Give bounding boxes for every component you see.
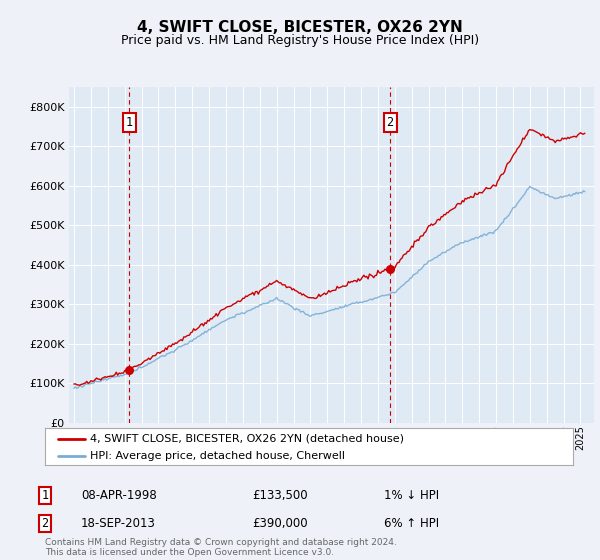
Text: 2: 2 <box>386 116 394 129</box>
Text: 1: 1 <box>126 116 133 129</box>
Text: 4, SWIFT CLOSE, BICESTER, OX26 2YN: 4, SWIFT CLOSE, BICESTER, OX26 2YN <box>137 20 463 35</box>
Point <box>385 264 395 273</box>
Point <box>124 366 134 375</box>
Text: 1: 1 <box>41 489 49 502</box>
Text: 2: 2 <box>41 517 49 530</box>
Text: Price paid vs. HM Land Registry's House Price Index (HPI): Price paid vs. HM Land Registry's House … <box>121 34 479 46</box>
Text: 18-SEP-2013: 18-SEP-2013 <box>81 517 156 530</box>
Text: 08-APR-1998: 08-APR-1998 <box>81 489 157 502</box>
Text: £133,500: £133,500 <box>252 489 308 502</box>
Text: £390,000: £390,000 <box>252 517 308 530</box>
Text: 4, SWIFT CLOSE, BICESTER, OX26 2YN (detached house): 4, SWIFT CLOSE, BICESTER, OX26 2YN (deta… <box>90 433 404 444</box>
Text: 1% ↓ HPI: 1% ↓ HPI <box>384 489 439 502</box>
Text: Contains HM Land Registry data © Crown copyright and database right 2024.
This d: Contains HM Land Registry data © Crown c… <box>45 538 397 557</box>
Text: HPI: Average price, detached house, Cherwell: HPI: Average price, detached house, Cher… <box>90 451 345 461</box>
Text: 6% ↑ HPI: 6% ↑ HPI <box>384 517 439 530</box>
